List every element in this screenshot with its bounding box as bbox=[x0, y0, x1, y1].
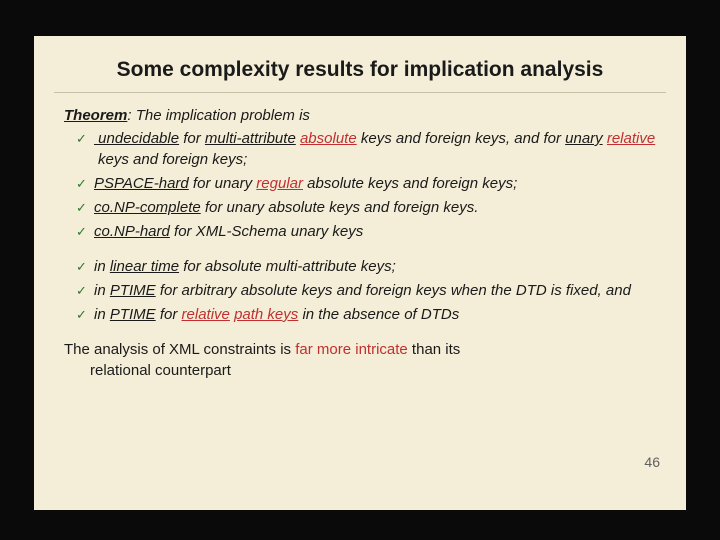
slide-title: Some complexity results for implication … bbox=[64, 58, 656, 82]
bullet-5: ✓in linear time for absolute multi-attri… bbox=[64, 256, 656, 277]
bullet-3: ✓co.NP-complete for unary absolute keys … bbox=[64, 197, 656, 218]
b2-t2: absolute keys and foreign keys; bbox=[303, 175, 517, 192]
slide-body: Some complexity results for implication … bbox=[34, 36, 686, 510]
b7-t1: in the absence of DTDs bbox=[298, 306, 459, 323]
b4-t1: for XML-Schema unary keys bbox=[170, 223, 363, 240]
footer-a: The analysis of XML constraints is bbox=[64, 341, 295, 358]
footer-text: The analysis of XML constraints is far m… bbox=[64, 339, 656, 381]
b7-in: in bbox=[94, 306, 110, 323]
b2-t1: for unary bbox=[189, 175, 257, 192]
check-icon: ✓ bbox=[76, 175, 94, 193]
b6-ptime: PTIME bbox=[110, 282, 156, 299]
footer-line2: relational counterpart bbox=[64, 360, 656, 381]
theorem-word: Theorem bbox=[64, 107, 127, 124]
check-icon: ✓ bbox=[76, 223, 94, 241]
b7-ptime: PTIME bbox=[110, 306, 156, 323]
bullet-1: ✓ undecidable for multi-attribute absolu… bbox=[64, 128, 656, 170]
b6-in: in bbox=[94, 282, 110, 299]
b5-linear: linear time bbox=[110, 258, 179, 275]
b1-unary: unary bbox=[565, 130, 603, 147]
bullet-7: ✓in PTIME for relative path keys in the … bbox=[64, 304, 656, 325]
b1-t2: keys and foreign keys, and for bbox=[357, 130, 565, 147]
title-divider bbox=[54, 92, 666, 93]
b7-relative: relative bbox=[182, 306, 230, 323]
b2-regular: regular bbox=[256, 175, 303, 192]
footer-red: far more intricate bbox=[295, 341, 408, 358]
b7-pathkeys: path keys bbox=[234, 306, 298, 323]
check-icon: ✓ bbox=[76, 258, 94, 276]
bullet-4: ✓co.NP-hard for XML-Schema unary keys bbox=[64, 221, 656, 242]
bullet-6: ✓in PTIME for arbitrary absolute keys an… bbox=[64, 280, 656, 301]
b5-in: in bbox=[94, 258, 110, 275]
check-icon: ✓ bbox=[76, 282, 94, 300]
b6-t1: for arbitrary absolute keys and foreign … bbox=[156, 282, 631, 299]
b1-multi: multi-attribute bbox=[205, 130, 296, 147]
b1-relative: relative bbox=[607, 130, 655, 147]
check-icon: ✓ bbox=[76, 306, 94, 324]
bullet-2: ✓PSPACE-hard for unary regular absolute … bbox=[64, 173, 656, 194]
b7-for: for bbox=[156, 306, 182, 323]
check-icon: ✓ bbox=[76, 130, 94, 148]
b4-conphard: co.NP-hard bbox=[94, 223, 170, 240]
footer-c: than its bbox=[408, 341, 461, 358]
b3-t1: for unary absolute keys and foreign keys… bbox=[201, 199, 479, 216]
b1-t3: keys and foreign keys; bbox=[98, 151, 247, 168]
b3-conp: co.NP-complete bbox=[94, 199, 201, 216]
check-icon: ✓ bbox=[76, 199, 94, 217]
b1-undecidable: undecidable bbox=[94, 130, 179, 147]
slide-frame: Some complexity results for implication … bbox=[0, 0, 720, 540]
bullet-group-1: ✓ undecidable for multi-attribute absolu… bbox=[64, 128, 656, 242]
page-number: 46 bbox=[644, 454, 660, 470]
theorem-label: Theorem: The implication problem is bbox=[64, 107, 656, 124]
theorem-rest: : The implication problem is bbox=[127, 107, 310, 124]
bullet-group-2: ✓in linear time for absolute multi-attri… bbox=[64, 256, 656, 325]
b1-absolute: absolute bbox=[300, 130, 357, 147]
b2-pspace: PSPACE-hard bbox=[94, 175, 189, 192]
b1-t1: for bbox=[179, 130, 205, 147]
b5-t1: for absolute multi-attribute keys; bbox=[179, 258, 396, 275]
